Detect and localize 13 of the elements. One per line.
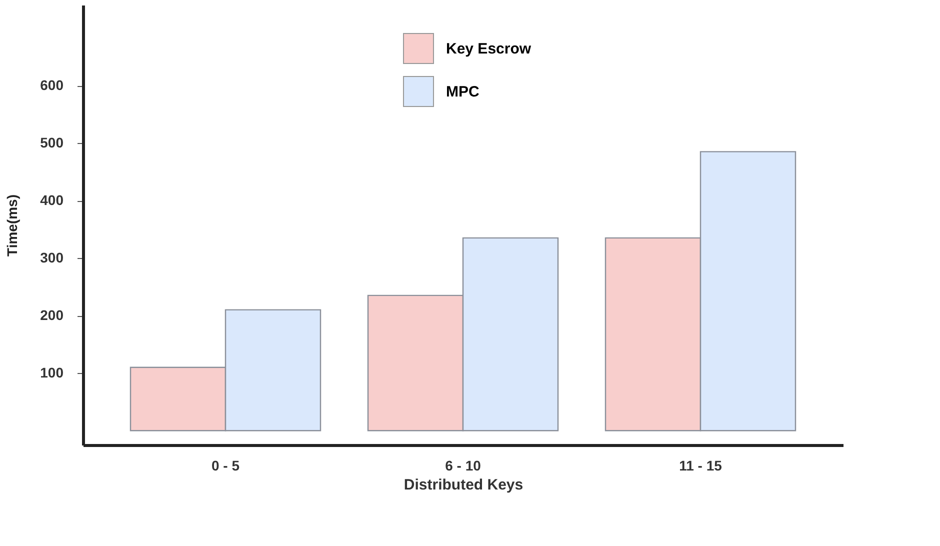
x-tick-label: 6 - 10 xyxy=(445,458,482,474)
x-tick-label: 11 - 15 xyxy=(679,458,722,474)
legend-label: MPC xyxy=(446,84,480,100)
y-tick-label: 600 xyxy=(40,77,64,94)
y-axis-title: Time(ms) xyxy=(4,194,20,256)
y-tick-label: 300 xyxy=(40,250,64,266)
x-axis-title: Distributed Keys xyxy=(404,476,524,494)
y-tick-label: 200 xyxy=(40,307,64,324)
legend-label: Key Escrow xyxy=(446,40,532,58)
y-tick-label: 500 xyxy=(40,134,64,151)
y-tick-label: 400 xyxy=(40,192,64,208)
y-tick-label: 100 xyxy=(40,364,64,381)
x-tick-label: 0 - 5 xyxy=(211,458,240,474)
